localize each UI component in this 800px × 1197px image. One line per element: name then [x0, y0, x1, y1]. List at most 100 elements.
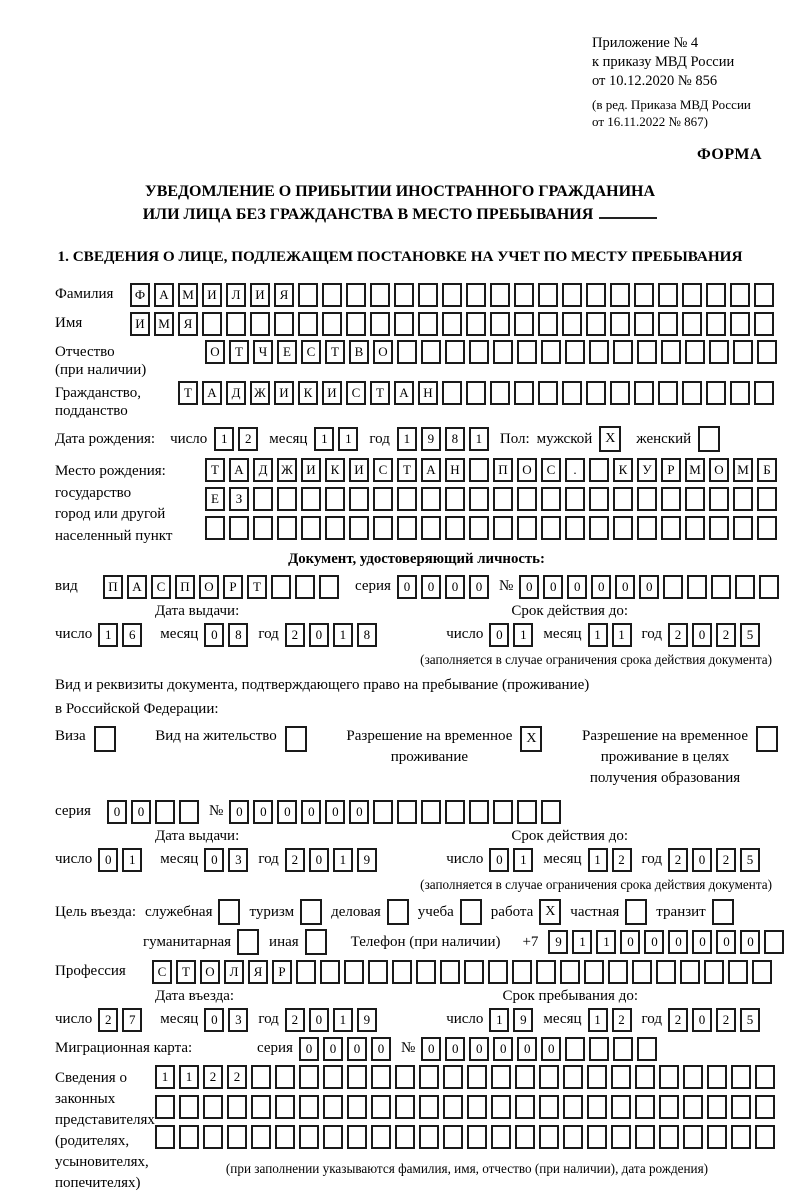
char-cell[interactable] — [493, 799, 514, 824]
char-cell[interactable]: 3 — [228, 1007, 249, 1032]
char-cell[interactable] — [323, 1125, 343, 1149]
char-cell[interactable] — [349, 487, 369, 511]
char-cell[interactable] — [682, 311, 702, 336]
purpose-humanitarian-checkbox[interactable] — [237, 929, 260, 955]
char-cell[interactable] — [541, 340, 561, 364]
char-cell[interactable]: К — [613, 458, 633, 482]
residence-permit-checkbox[interactable] — [284, 726, 307, 752]
char-cell[interactable]: 1 — [332, 622, 353, 647]
char-cell[interactable] — [344, 959, 364, 984]
char-cell[interactable]: Т — [325, 340, 345, 364]
char-cell[interactable] — [445, 516, 465, 540]
birth-place-row3[interactable] — [205, 516, 781, 540]
char-cell[interactable] — [757, 516, 777, 540]
char-cell[interactable] — [539, 1125, 559, 1149]
char-cell[interactable]: 1 — [179, 1065, 199, 1089]
char-cell[interactable] — [661, 516, 681, 540]
char-cell[interactable] — [319, 574, 339, 599]
char-cell[interactable] — [659, 1125, 679, 1149]
char-cell[interactable]: 0 — [370, 1036, 391, 1061]
char-cell[interactable]: О — [199, 574, 219, 599]
char-cell[interactable]: О — [517, 458, 537, 482]
char-cell[interactable] — [589, 516, 609, 540]
char-cell[interactable] — [538, 381, 558, 405]
char-cell[interactable] — [394, 311, 414, 336]
char-cell[interactable]: 0 — [204, 1007, 225, 1032]
char-cell[interactable] — [658, 282, 678, 307]
char-cell[interactable] — [251, 1095, 271, 1119]
char-cell[interactable]: 0 — [493, 1036, 514, 1061]
char-cell[interactable] — [295, 574, 315, 599]
char-cell[interactable] — [467, 1065, 487, 1089]
char-cell[interactable] — [517, 340, 537, 364]
char-cell[interactable]: 5 — [740, 847, 760, 872]
char-cell[interactable] — [443, 1125, 463, 1149]
char-cell[interactable] — [663, 574, 684, 599]
char-cell[interactable] — [538, 311, 558, 336]
char-cell[interactable]: 0 — [346, 1036, 367, 1061]
char-cell[interactable] — [709, 340, 729, 364]
char-cell[interactable]: 1 — [468, 427, 489, 451]
char-cell[interactable]: 2 — [716, 847, 736, 872]
char-cell[interactable] — [394, 282, 414, 307]
char-cell[interactable] — [488, 959, 508, 984]
char-cell[interactable]: 0 — [325, 799, 346, 824]
char-cell[interactable]: Л — [226, 282, 246, 307]
char-cell[interactable]: 0 — [716, 930, 737, 954]
char-cell[interactable]: 0 — [517, 1036, 538, 1061]
char-cell[interactable]: Я — [274, 282, 294, 307]
char-cell[interactable]: А — [421, 458, 441, 482]
char-cell[interactable] — [562, 311, 582, 336]
char-cell[interactable]: 0 — [615, 574, 636, 599]
char-cell[interactable]: 0 — [469, 1036, 490, 1061]
char-cell[interactable] — [227, 1095, 247, 1119]
char-cell[interactable] — [299, 1095, 319, 1119]
char-cell[interactable] — [325, 516, 345, 540]
char-cell[interactable] — [661, 487, 681, 511]
char-cell[interactable]: Ж — [250, 381, 270, 405]
char-cell[interactable]: Т — [178, 381, 198, 405]
char-cell[interactable]: Т — [205, 458, 225, 482]
char-cell[interactable] — [301, 516, 321, 540]
char-cell[interactable]: Ж — [277, 458, 297, 482]
char-cell[interactable]: 2 — [668, 622, 688, 647]
char-cell[interactable] — [635, 1095, 655, 1119]
temp-residence-checkbox[interactable]: X — [520, 726, 543, 752]
char-cell[interactable] — [346, 282, 366, 307]
char-cell[interactable]: 1 — [513, 622, 534, 647]
char-cell[interactable] — [442, 381, 462, 405]
char-cell[interactable]: А — [202, 381, 222, 405]
char-cell[interactable]: 9 — [513, 1007, 534, 1032]
char-cell[interactable] — [490, 381, 510, 405]
purpose-work-checkbox[interactable]: X — [539, 899, 562, 925]
char-cell[interactable]: 0 — [277, 799, 298, 824]
char-cell[interactable] — [728, 959, 748, 984]
char-cell[interactable] — [539, 1065, 559, 1089]
char-cell[interactable] — [464, 959, 484, 984]
char-cell[interactable]: 0 — [131, 799, 151, 824]
purpose-other-checkbox[interactable] — [304, 929, 327, 955]
char-cell[interactable]: 0 — [692, 1007, 712, 1032]
char-cell[interactable] — [661, 340, 681, 364]
char-cell[interactable] — [275, 1125, 295, 1149]
char-cell[interactable]: 1 — [155, 1065, 175, 1089]
char-cell[interactable]: И — [130, 311, 150, 336]
representatives-row2[interactable] — [155, 1095, 779, 1119]
char-cell[interactable]: 0 — [740, 930, 761, 954]
char-cell[interactable] — [637, 487, 657, 511]
purpose-business-checkbox[interactable] — [386, 899, 409, 925]
char-cell[interactable] — [419, 1065, 439, 1089]
char-cell[interactable] — [323, 1095, 343, 1119]
representatives-row3[interactable] — [155, 1125, 779, 1149]
char-cell[interactable]: 1 — [332, 1007, 353, 1032]
char-cell[interactable] — [469, 487, 489, 511]
char-cell[interactable] — [397, 487, 417, 511]
char-cell[interactable] — [251, 1065, 271, 1089]
char-cell[interactable]: 3 — [228, 847, 249, 872]
char-cell[interactable] — [512, 959, 532, 984]
